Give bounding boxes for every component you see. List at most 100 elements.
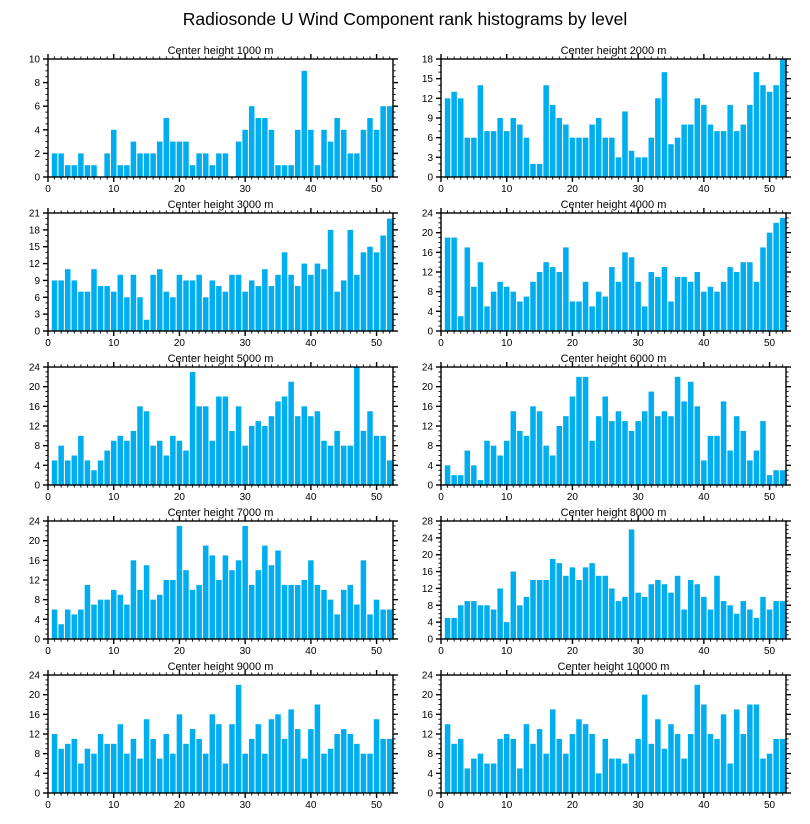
svg-text:10: 10: [501, 492, 513, 503]
bar: [681, 401, 687, 485]
bar: [779, 217, 786, 331]
chart-center-height-8000-m: 0 10 20 30 40 50 0 4 8 12 16 20 24 28 Center height 80…: [422, 507, 791, 657]
bar: [556, 118, 563, 177]
x-axis-labels: 0 10 20 30 40 50: [438, 646, 775, 657]
bar: [457, 475, 464, 485]
x-axis: [47, 54, 391, 182]
bar: [589, 440, 595, 485]
bar: [694, 584, 701, 639]
bar: [64, 269, 71, 331]
bar: [176, 714, 183, 793]
bar: [242, 291, 248, 331]
svg-text:0: 0: [34, 173, 40, 184]
page-title: Radiosonde U Wind Component rank histogr…: [182, 9, 628, 29]
bar: [563, 416, 569, 485]
svg-text:12: 12: [422, 94, 434, 105]
bar: [91, 604, 97, 639]
bar: [360, 430, 367, 485]
bar: [373, 252, 380, 331]
bar: [130, 430, 137, 485]
svg-text:8: 8: [427, 601, 433, 612]
svg-text:8: 8: [427, 441, 433, 452]
bar: [262, 545, 268, 639]
bar: [209, 165, 216, 177]
bar: [202, 153, 209, 177]
bar: [563, 247, 569, 331]
bar: [242, 445, 248, 485]
bar: [556, 272, 563, 331]
bar: [464, 768, 471, 793]
bar: [340, 280, 347, 331]
bar: [589, 306, 595, 331]
bar: [327, 445, 334, 485]
bar: [714, 131, 720, 177]
bar: [248, 584, 255, 639]
bar: [347, 229, 354, 331]
bar: [681, 276, 687, 331]
bar: [97, 460, 104, 485]
bar: [536, 411, 543, 485]
y-axis-labels: 0 3 6 9 12 15 18: [422, 55, 434, 184]
svg-text:4: 4: [34, 461, 40, 472]
svg-text:16: 16: [422, 402, 434, 413]
svg-text:8: 8: [34, 595, 40, 606]
bar: [104, 450, 110, 485]
bar: [51, 280, 58, 331]
bar: [347, 153, 354, 177]
bar: [674, 734, 681, 793]
svg-text:20: 20: [567, 800, 579, 811]
bar: [727, 605, 733, 639]
bar: [549, 558, 556, 639]
svg-text:24: 24: [422, 671, 434, 682]
bar: [314, 704, 321, 793]
svg-text:20: 20: [174, 800, 186, 811]
bar: [747, 262, 753, 331]
bar: [707, 609, 714, 639]
bar: [189, 165, 196, 177]
bar: [582, 281, 589, 331]
bar: [176, 274, 183, 331]
bar: [701, 291, 707, 331]
bar: [727, 450, 733, 485]
bar: [760, 758, 766, 793]
svg-text:0: 0: [45, 646, 51, 657]
bar: [91, 753, 97, 793]
svg-text:15: 15: [422, 74, 434, 85]
svg-text:0: 0: [45, 800, 51, 811]
bar: [321, 129, 327, 177]
bar: [51, 153, 58, 177]
bar: [255, 286, 262, 331]
bar: [367, 118, 373, 177]
bar: [609, 588, 615, 639]
bar: [84, 291, 91, 331]
chart-cell-center-height-2000-m: 0 10 20 30 40 50 0 3 6 9 12 15 18 Center height 2000 …: [401, 44, 794, 198]
bar: [176, 440, 183, 485]
bar: [143, 319, 150, 331]
bar: [655, 98, 661, 177]
bar: [484, 763, 490, 793]
svg-text:10: 10: [29, 55, 41, 66]
svg-text:50: 50: [371, 646, 383, 657]
bar: [222, 763, 229, 793]
bar: [543, 753, 549, 793]
svg-text:16: 16: [422, 710, 434, 721]
bar: [386, 106, 393, 177]
bar: [668, 301, 674, 331]
bar: [268, 719, 275, 793]
bar: [288, 381, 294, 485]
chart-cell-center-height-6000-m: 0 10 20 30 40 50 0 4 8 12 16 20 24 Center height 6000…: [401, 352, 794, 506]
bar: [176, 525, 183, 639]
svg-text:4: 4: [427, 307, 433, 318]
bar: [294, 416, 301, 485]
svg-text:40: 40: [698, 492, 710, 503]
svg-text:40: 40: [305, 492, 317, 503]
x-axis-labels: 0 10 20 30 40 50: [438, 492, 775, 503]
chart-title: Center height 6000 m: [561, 353, 667, 365]
bar: [58, 624, 64, 639]
bar: [609, 758, 615, 793]
bar: [216, 153, 222, 177]
bar: [117, 274, 124, 331]
bar: [628, 529, 635, 639]
bar: [727, 267, 733, 331]
chart-center-height-4000-m: 0 10 20 30 40 50 0 4 8 12 16 20 24 Center height 4000…: [422, 199, 791, 349]
